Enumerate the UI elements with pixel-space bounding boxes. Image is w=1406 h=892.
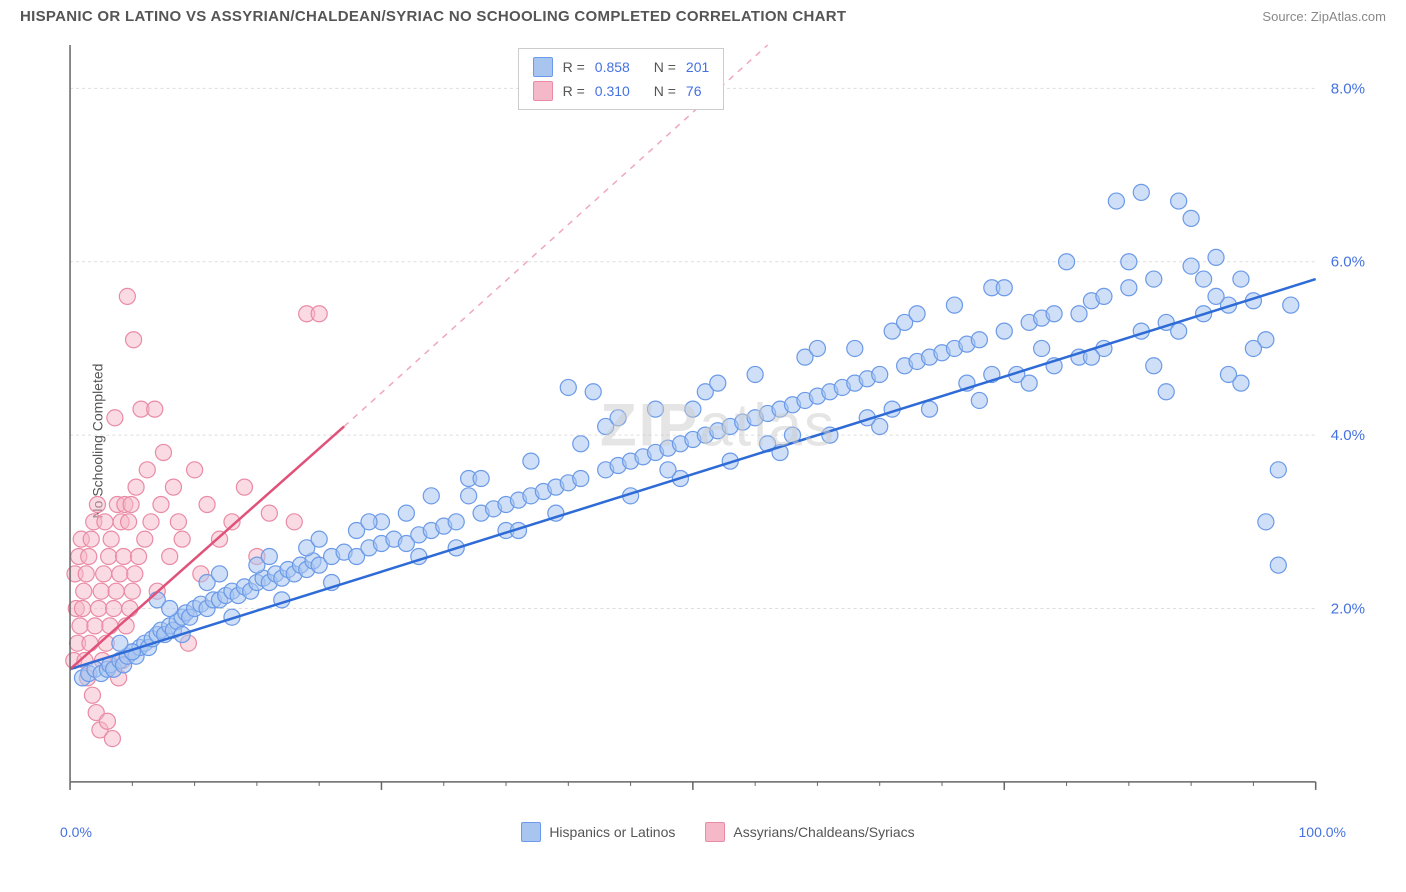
legend-label: Assyrians/Chaldeans/Syriacs [733,824,914,840]
legend-item-1: Assyrians/Chaldeans/Syriacs [705,822,914,842]
legend-swatch-0 [533,57,553,77]
legend-swatch [705,822,725,842]
svg-text:6.0%: 6.0% [1331,254,1365,271]
source-attribution: Source: ZipAtlas.com [1262,9,1386,24]
svg-text:4.0%: 4.0% [1331,427,1365,444]
legend-swatch [521,822,541,842]
legend-row-series-1: R = 0.310 N = 76 [533,79,710,103]
r-label: R = [563,59,585,75]
legend-label: Hispanics or Latinos [549,824,675,840]
legend-swatch-1 [533,81,553,101]
chart-container: No Schooling Completed 2.0%4.0%6.0%8.0% … [50,40,1386,842]
r-value-0: 0.858 [595,59,630,75]
svg-text:2.0%: 2.0% [1331,601,1365,618]
scatter-plot: 2.0% 4.0% 6.0% 8.0% [60,40,1386,812]
legend-row-series-0: R = 0.858 N = 201 [533,55,710,79]
bottom-legend: Hispanics or Latinos Assyrians/Chaldeans/… [50,822,1386,842]
source-name[interactable]: ZipAtlas.com [1311,9,1386,24]
n-value-1: 76 [686,83,702,99]
n-label: N = [654,83,676,99]
r-value-1: 0.310 [595,83,630,99]
svg-text:8.0%: 8.0% [1331,80,1365,97]
title-bar: HISPANIC OR LATINO VS ASSYRIAN/CHALDEAN/… [0,0,1406,29]
n-value-0: 201 [686,59,709,75]
correlation-legend: R = 0.858 N = 201 R = 0.310 N = 76 [518,48,725,110]
legend-item-0: Hispanics or Latinos [521,822,675,842]
source-label: Source: [1262,9,1307,24]
chart-title: HISPANIC OR LATINO VS ASSYRIAN/CHALDEAN/… [20,8,846,25]
r-label: R = [563,83,585,99]
n-label: N = [654,59,676,75]
